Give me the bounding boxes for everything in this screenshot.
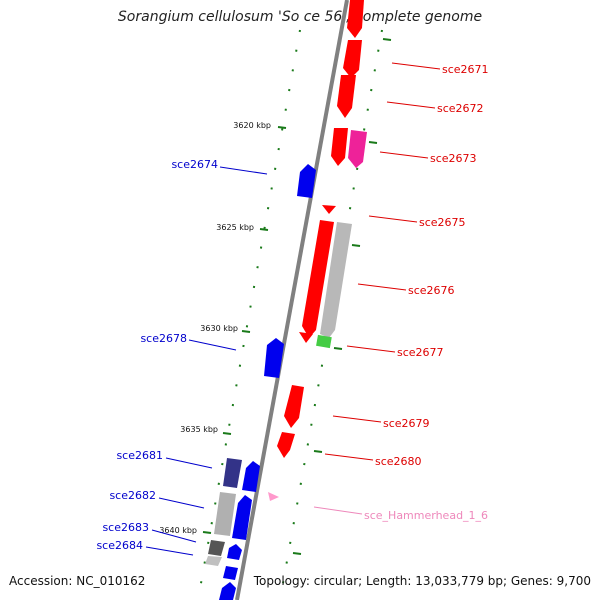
gene-sce2679[interactable] bbox=[284, 385, 304, 428]
label-sce2675[interactable]: sce2675 bbox=[419, 216, 466, 229]
gene-small-red[interactable] bbox=[322, 205, 336, 214]
gene-sce2681a[interactable] bbox=[223, 458, 242, 488]
outer-tick-6 bbox=[292, 552, 302, 555]
label-sce2682[interactable]: sce2682 bbox=[109, 489, 156, 502]
leader-sce2675 bbox=[368, 215, 418, 223]
gene-sce2683[interactable] bbox=[208, 540, 225, 556]
tick-label-3620: 3620 kbp bbox=[233, 121, 271, 130]
reverse-genes bbox=[205, 164, 316, 600]
accession-text: Accession: NC_010162 bbox=[9, 574, 146, 588]
label-sce2671[interactable]: sce2671 bbox=[442, 63, 489, 76]
outer-tick-2 bbox=[368, 141, 378, 144]
leader-sce2673 bbox=[379, 151, 429, 159]
forward-gene-labels: sce2671 sce2672 sce2673 sce2675 sce2676 … bbox=[364, 63, 489, 522]
label-hammerhead[interactable]: sce_Hammerhead_1_6 bbox=[364, 509, 488, 522]
genome-title: Sorangium cellulosum 'So ce 56', complet… bbox=[117, 9, 483, 25]
tick-label-3625: 3625 kbp bbox=[216, 223, 254, 232]
tick-3640 bbox=[202, 531, 212, 534]
leader-hammerhead bbox=[313, 506, 363, 515]
tick-label-3640: 3640 kbp bbox=[159, 526, 197, 535]
leader-sce2674 bbox=[219, 166, 268, 175]
tick-label-3635: 3635 kbp bbox=[180, 425, 218, 434]
leader-sce2679 bbox=[332, 415, 382, 423]
label-sce2673[interactable]: sce2673 bbox=[430, 152, 477, 165]
label-sce2679[interactable]: sce2679 bbox=[383, 417, 430, 430]
gene-sce2673b[interactable] bbox=[348, 130, 367, 168]
gene-sce2671[interactable] bbox=[343, 40, 362, 78]
label-sce2678[interactable]: sce2678 bbox=[140, 332, 187, 345]
tick-label-3630: 3630 kbp bbox=[200, 324, 238, 333]
gene-small-red-2[interactable] bbox=[299, 332, 313, 343]
gene-sce2673a[interactable] bbox=[331, 128, 348, 166]
tick-3630 bbox=[241, 330, 251, 333]
gene-sce2680[interactable] bbox=[277, 432, 295, 458]
outer-tick-4 bbox=[333, 347, 343, 350]
tick-3620 bbox=[277, 126, 287, 129]
label-sce2676[interactable]: sce2676 bbox=[408, 284, 455, 297]
gene-sce2672[interactable] bbox=[337, 75, 356, 118]
leader-sce2684 bbox=[145, 546, 194, 556]
label-sce2674[interactable]: sce2674 bbox=[171, 158, 218, 171]
outer-tick-5 bbox=[313, 450, 323, 453]
tick-marks bbox=[202, 38, 392, 555]
gene-sce2684b[interactable] bbox=[227, 544, 242, 560]
leader-sce2680 bbox=[324, 453, 374, 461]
leader-sce2678 bbox=[188, 339, 237, 351]
gene-sce2676[interactable] bbox=[320, 222, 352, 338]
gene-sce2678[interactable] bbox=[264, 338, 284, 378]
outer-tick-3 bbox=[351, 244, 361, 247]
tick-labels: 3620 kbp 3625 kbp 3630 kbp 3635 kbp 3640… bbox=[159, 121, 271, 535]
leader-sce2683 bbox=[151, 529, 197, 543]
gene-sce2670[interactable] bbox=[347, 0, 364, 38]
reverse-gene-labels: sce2674 sce2678 sce2681 sce2682 sce2683 … bbox=[96, 158, 218, 552]
gene-sce2684c[interactable] bbox=[223, 566, 238, 580]
outer-tick-1 bbox=[382, 38, 392, 41]
reverse-label-leaders bbox=[145, 166, 268, 556]
gene-hammerhead[interactable] bbox=[268, 492, 279, 501]
forward-label-leaders bbox=[313, 62, 441, 515]
label-sce2681[interactable]: sce2681 bbox=[116, 449, 163, 462]
forward-genes bbox=[268, 0, 367, 501]
gene-sce2684a[interactable] bbox=[205, 556, 222, 566]
label-sce2672[interactable]: sce2672 bbox=[437, 102, 484, 115]
label-sce2680[interactable]: sce2680 bbox=[375, 455, 422, 468]
leader-sce2682 bbox=[158, 497, 205, 509]
leader-sce2676 bbox=[357, 283, 407, 291]
leader-sce2681 bbox=[165, 457, 213, 469]
label-sce2683[interactable]: sce2683 bbox=[102, 521, 149, 534]
label-sce2677[interactable]: sce2677 bbox=[397, 346, 444, 359]
gene-sce2682a[interactable] bbox=[214, 492, 236, 536]
gene-sce2685[interactable] bbox=[219, 582, 236, 600]
tick-3635 bbox=[222, 432, 232, 435]
gene-sce2675[interactable] bbox=[302, 220, 334, 338]
tick-3625 bbox=[259, 228, 269, 231]
leader-sce2671 bbox=[391, 62, 441, 70]
gene-sce2674[interactable] bbox=[297, 164, 316, 198]
leader-sce2672 bbox=[386, 101, 436, 109]
gene-sce2682b[interactable] bbox=[232, 495, 252, 540]
genome-summary-text: Topology: circular; Length: 13,033,779 b… bbox=[253, 574, 591, 588]
label-sce2684[interactable]: sce2684 bbox=[96, 539, 143, 552]
gene-sce2677[interactable] bbox=[316, 334, 332, 349]
genome-backbone bbox=[235, 0, 349, 600]
leader-sce2677 bbox=[346, 345, 396, 353]
gene-sce2681b[interactable] bbox=[242, 461, 260, 492]
